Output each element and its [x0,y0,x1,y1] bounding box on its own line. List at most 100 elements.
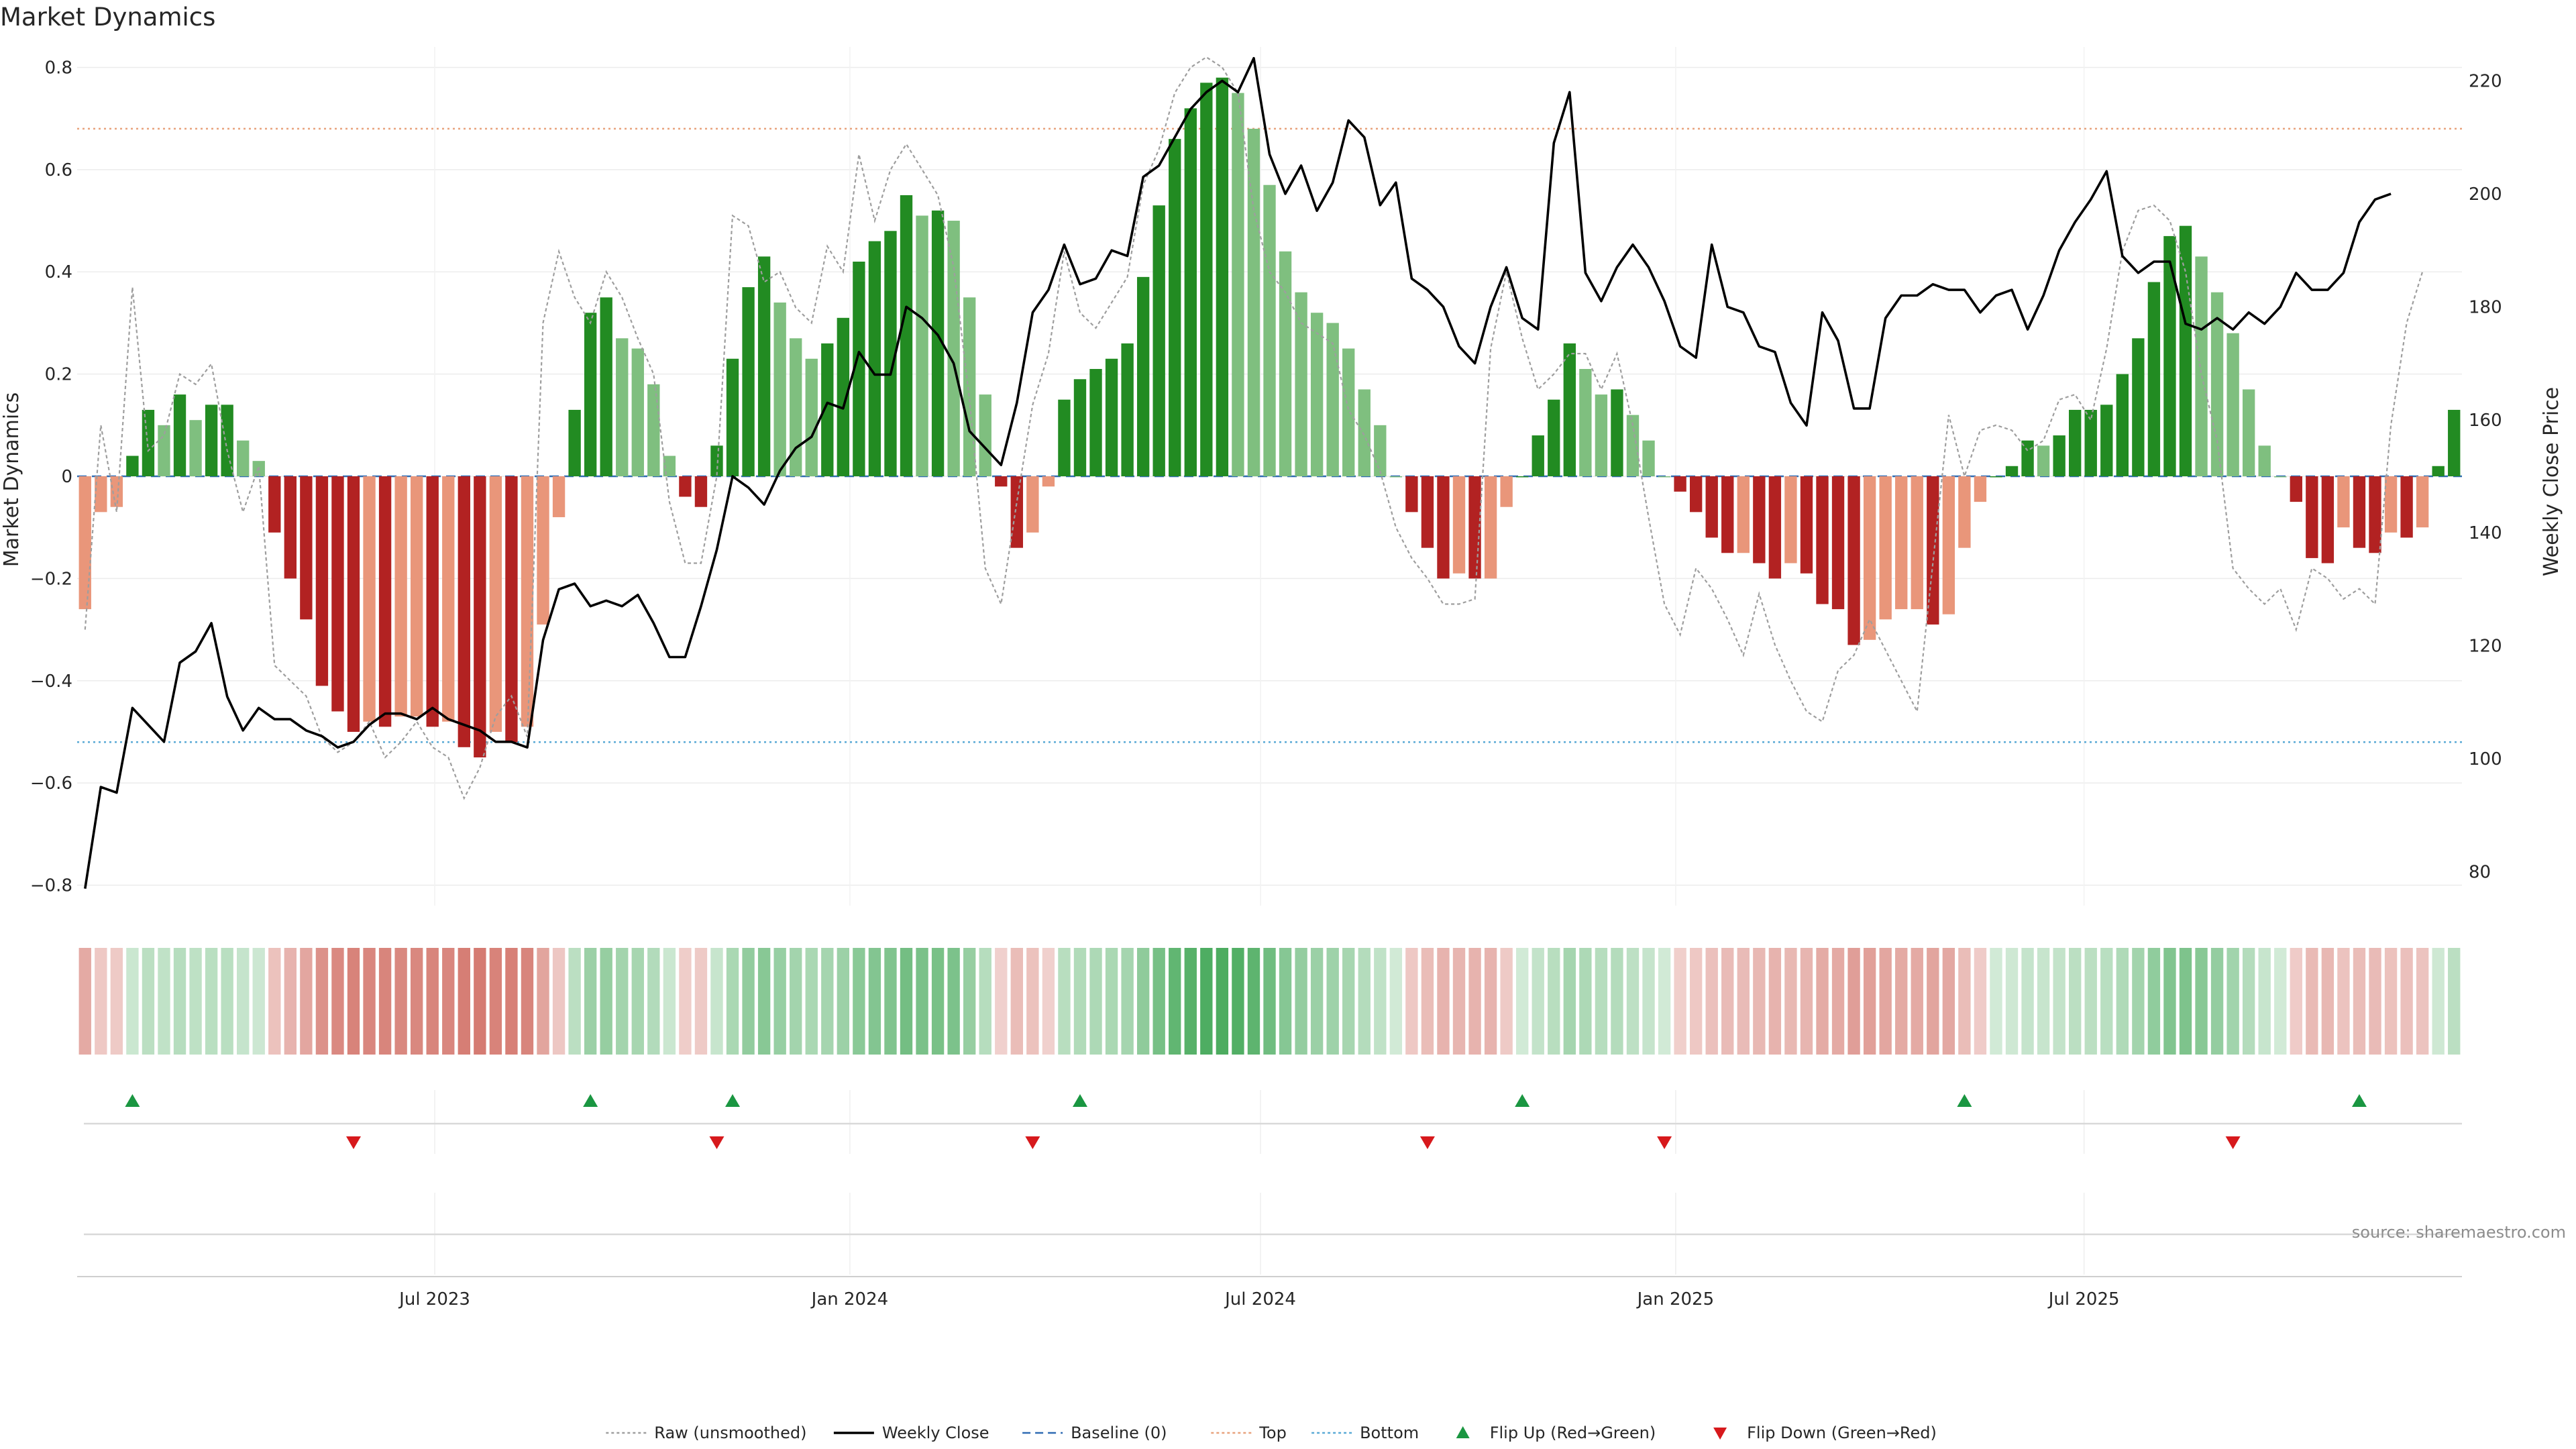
heat-cell [2337,948,2350,1055]
heat-cell [1421,948,1434,1055]
bar [616,338,629,476]
flip-markers-panel [84,1090,2462,1154]
heat-cell [1358,948,1371,1055]
heat-cell [284,948,297,1055]
heat-cell [931,948,945,1055]
heat-cell [95,948,107,1055]
y-tick-label-right: 100 [2469,749,2502,769]
bar [1611,389,1623,476]
y-tick-label-left: −0.8 [30,876,72,896]
bar [1705,476,1718,538]
bar [1863,476,1876,640]
bar [237,440,250,476]
bar [1911,476,1923,610]
y-tick-label-left: 0.2 [45,365,72,385]
heat-cell [2258,948,2271,1055]
heat-cell [631,948,644,1055]
heat-cell [1958,948,1971,1055]
bar [1879,476,1892,620]
heat-cell [568,948,581,1055]
bar [710,445,723,476]
heat-cell [1721,948,1734,1055]
bar [1595,394,1608,476]
legend-swatch-flip-down [1713,1428,1727,1440]
bar [205,405,218,476]
heat-cell [1042,948,1055,1055]
heat-cell [2274,948,2287,1055]
heat-cell [1216,948,1229,1055]
heat-cell [1800,948,1813,1055]
bar [947,221,960,476]
heat-cell [2116,948,2129,1055]
flip-up-marker [725,1094,741,1107]
bar [505,476,518,743]
bar [1326,323,1339,476]
heat-cell [1674,948,1686,1055]
bar [410,476,423,717]
bar [1184,108,1197,476]
y-tick-label-left: −0.4 [30,672,72,692]
heat-cell [1152,948,1165,1055]
heat-cell [1831,948,1845,1055]
heat-cell [2432,948,2445,1055]
bar [284,476,297,579]
heat-cell [2321,948,2334,1055]
bar [1658,476,1671,478]
bar [1689,476,1703,513]
bar [1279,251,1292,476]
close-series [84,57,2392,889]
heat-cell [773,948,786,1055]
heat-cell [2147,948,2161,1055]
heat-cell [158,948,170,1055]
heat-cell [1326,948,1339,1055]
heat-cell [1689,948,1703,1055]
bar [2069,409,2082,476]
heat-cell [1548,948,1560,1055]
heat-cell [126,948,139,1055]
heat-cell [868,948,881,1055]
bar [1516,476,1529,478]
x-axis: Jul 2023 Jan 2024 Jul 2024 Jan 2025 Jul 2025 [77,1276,2462,1309]
bar [2290,476,2302,502]
bar [1437,476,1450,579]
heat-cell [1753,948,1766,1055]
bar [2084,409,2097,476]
heat-cell [410,948,423,1055]
heat-cell [947,948,960,1055]
bar [1816,476,1829,604]
bar [2400,476,2413,538]
bar [363,476,376,722]
legend: Raw (unsmoothed) Weekly Close Baseline (0)… [606,1424,1937,1442]
bar [2116,374,2129,476]
flip-up-marker [583,1094,598,1107]
heat-cell [2448,948,2461,1055]
heat-cell [1452,948,1466,1055]
heat-cell [2053,948,2065,1055]
heat-cell [1879,948,1892,1055]
heat-cell [979,948,991,1055]
bar [347,476,360,732]
heat-cell [2132,948,2145,1055]
heat-cell [821,948,834,1055]
heat-cell [694,948,708,1055]
bar [1847,476,1860,645]
heat-cell [2384,948,2398,1055]
heat-cell [78,948,91,1055]
bar [1169,139,1181,476]
heat-cell [2195,948,2208,1055]
heat-cell [1374,948,1387,1055]
bar [2369,476,2381,553]
heat-cell [1974,948,1987,1055]
bar [1342,348,1355,476]
bar [474,476,486,758]
legend-label: Raw (unsmoothed) [654,1424,806,1442]
bar [1374,425,1387,476]
heat-cell [710,948,723,1055]
bar [2384,476,2398,533]
bar [2432,466,2445,476]
bar [1737,476,1750,553]
bar [2337,476,2350,528]
bar [1753,476,1766,564]
bar [315,476,329,686]
